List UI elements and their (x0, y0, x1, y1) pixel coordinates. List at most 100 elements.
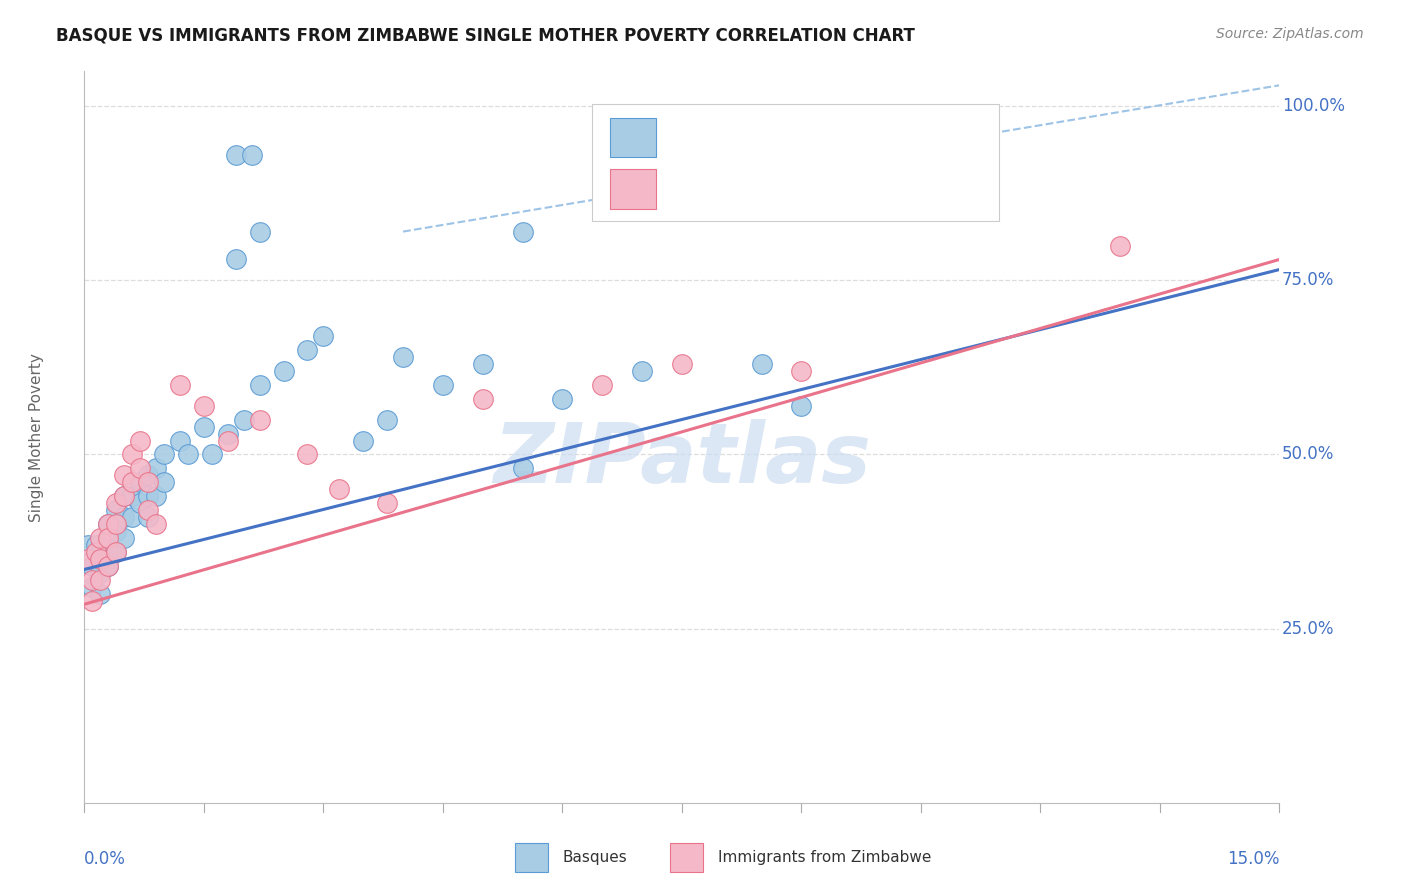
Point (790, 364, 813, 378)
Point (136, 489, 159, 503)
Point (471, 392, 494, 406)
Point (77, 538, 100, 552)
Text: 15.0%: 15.0% (1227, 850, 1279, 868)
Text: BASQUE VS IMMIGRANTS FROM ZIMBABWE SINGLE MOTHER POVERTY CORRELATION CHART: BASQUE VS IMMIGRANTS FROM ZIMBABWE SINGL… (56, 27, 915, 45)
Text: Basques: Basques (562, 850, 627, 865)
Point (112, 489, 135, 503)
Point (217, 426, 239, 441)
FancyBboxPatch shape (592, 104, 998, 221)
Point (217, 434, 239, 448)
Point (121, 475, 143, 490)
Point (136, 468, 159, 483)
Bar (671, 843, 703, 872)
Point (136, 510, 159, 524)
Point (153, 475, 176, 490)
Point (177, 448, 200, 462)
Point (89, 531, 111, 545)
Point (97, 517, 120, 532)
Point (169, 434, 191, 448)
Point (129, 461, 152, 475)
Point (432, 377, 454, 392)
Point (97, 517, 120, 532)
Point (375, 412, 398, 426)
Point (89, 566, 111, 580)
Point (512, 225, 534, 239)
Point (232, 412, 254, 426)
Point (392, 350, 415, 364)
Point (240, 148, 263, 162)
Point (105, 503, 128, 517)
Point (112, 468, 135, 483)
Bar (610, 169, 655, 209)
Point (86, 545, 108, 559)
Text: 100.0%: 100.0% (1282, 97, 1346, 115)
Point (105, 496, 128, 510)
Point (105, 545, 128, 559)
Point (82, 580, 104, 594)
Point (249, 412, 271, 426)
Text: 0.0%: 0.0% (84, 850, 127, 868)
Point (89, 545, 111, 559)
Point (512, 461, 534, 475)
Text: R =  0.511   N = 34: R = 0.511 N = 34 (678, 180, 853, 198)
Point (471, 357, 494, 371)
Text: 50.0%: 50.0% (1282, 445, 1334, 464)
Bar (610, 118, 655, 157)
Point (97, 558, 120, 573)
Point (89, 552, 111, 566)
Point (97, 545, 120, 559)
Point (169, 377, 191, 392)
Text: 25.0%: 25.0% (1282, 620, 1334, 638)
Point (153, 448, 176, 462)
Point (145, 517, 167, 532)
Point (273, 364, 295, 378)
Point (136, 475, 159, 490)
Point (352, 434, 374, 448)
Point (82, 573, 104, 587)
Point (77, 552, 100, 566)
Point (105, 524, 128, 538)
Point (328, 483, 350, 497)
Point (249, 377, 271, 392)
Point (112, 531, 135, 545)
Point (225, 148, 247, 162)
Bar (515, 843, 548, 872)
Point (121, 448, 143, 462)
Point (97, 531, 120, 545)
Point (249, 225, 271, 239)
Point (136, 503, 159, 517)
Point (112, 510, 135, 524)
Point (105, 545, 128, 559)
Point (790, 399, 813, 413)
Point (297, 343, 319, 357)
Point (82, 558, 104, 573)
Point (89, 573, 111, 587)
Point (129, 434, 152, 448)
Point (751, 357, 773, 371)
Point (82, 594, 104, 608)
Text: Source: ZipAtlas.com: Source: ZipAtlas.com (1216, 27, 1364, 41)
Point (375, 496, 398, 510)
Text: R = 0.368   N = 51: R = 0.368 N = 51 (678, 128, 848, 146)
Point (671, 357, 693, 371)
Point (225, 252, 247, 267)
Text: Single Mother Poverty: Single Mother Poverty (30, 352, 44, 522)
Point (193, 419, 215, 434)
Point (105, 517, 128, 532)
Point (1109, 238, 1132, 252)
Text: ZIPatlas: ZIPatlas (494, 418, 870, 500)
Point (86, 538, 108, 552)
Point (121, 510, 143, 524)
Text: 75.0%: 75.0% (1282, 271, 1334, 289)
Point (129, 496, 152, 510)
Point (112, 489, 135, 503)
Point (89, 587, 111, 601)
Point (312, 329, 335, 343)
Point (297, 448, 319, 462)
Point (591, 377, 613, 392)
Point (193, 399, 215, 413)
Point (97, 558, 120, 573)
Point (631, 364, 654, 378)
Point (145, 461, 167, 475)
Point (129, 475, 152, 490)
